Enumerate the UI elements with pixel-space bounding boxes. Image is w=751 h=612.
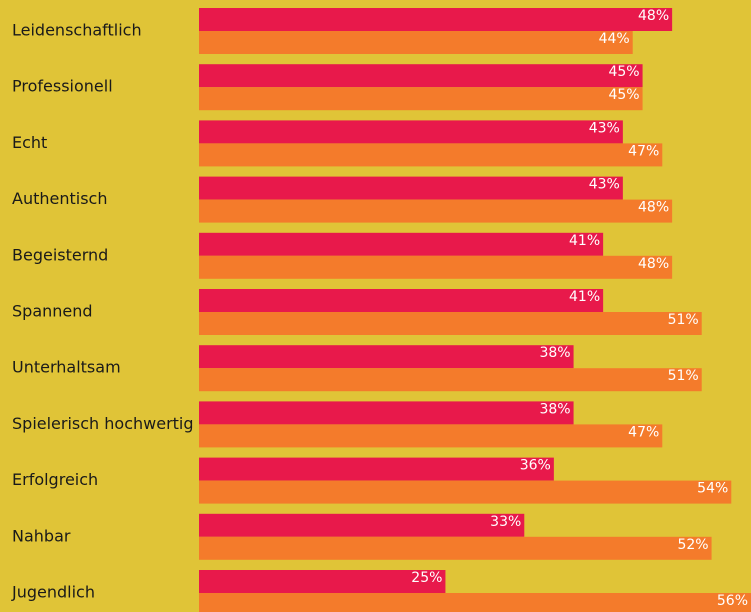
bar xyxy=(199,345,574,369)
category-label: Jugendlich xyxy=(11,583,95,602)
value-label: 48% xyxy=(638,200,669,216)
value-label: 48% xyxy=(638,8,669,24)
value-label: 51% xyxy=(668,368,699,384)
bar xyxy=(199,289,604,312)
bar xyxy=(199,120,623,144)
value-label: 51% xyxy=(668,312,699,328)
bar xyxy=(199,424,663,448)
bar xyxy=(199,199,673,223)
bar xyxy=(199,368,702,392)
value-label: 43% xyxy=(589,177,620,193)
bar xyxy=(199,536,712,560)
category-label: Spielerisch hochwertig xyxy=(12,414,194,433)
bar xyxy=(199,8,673,31)
value-label: 47% xyxy=(628,424,659,440)
category-label: Leidenschaftlich xyxy=(12,21,142,40)
value-label: 36% xyxy=(520,458,551,474)
value-label: 41% xyxy=(569,233,600,249)
value-label: 33% xyxy=(490,514,521,530)
category-label: Unterhaltsam xyxy=(12,358,121,377)
category-label: Professionell xyxy=(12,77,113,96)
category-label: Erfolgreich xyxy=(12,470,98,489)
value-label: 56% xyxy=(717,593,748,609)
bar xyxy=(199,570,446,593)
bar xyxy=(199,176,623,200)
value-label: 25% xyxy=(411,570,442,586)
bar xyxy=(199,255,673,279)
category-label: Nahbar xyxy=(12,526,71,545)
bar xyxy=(199,31,633,54)
value-label: 47% xyxy=(628,143,659,159)
bar xyxy=(199,513,525,537)
bar xyxy=(199,64,643,88)
category-label: Echt xyxy=(12,133,47,152)
bar xyxy=(199,480,732,504)
bar xyxy=(199,312,702,335)
bar xyxy=(199,232,604,256)
bar xyxy=(199,457,554,481)
bar xyxy=(199,87,643,111)
value-label: 38% xyxy=(539,401,570,417)
value-label: 54% xyxy=(697,481,728,497)
value-label: 45% xyxy=(608,64,639,80)
bar xyxy=(199,143,663,167)
bar xyxy=(199,593,751,612)
value-label: 41% xyxy=(569,289,600,305)
value-label: 43% xyxy=(589,120,620,136)
category-label: Authentisch xyxy=(12,189,107,208)
value-label: 45% xyxy=(608,87,639,103)
category-label: Spannend xyxy=(12,302,93,321)
value-label: 44% xyxy=(599,31,630,47)
bar xyxy=(199,401,574,425)
value-label: 48% xyxy=(638,256,669,272)
value-label: 52% xyxy=(677,537,708,553)
category-label: Begeisternd xyxy=(12,245,108,264)
value-label: 38% xyxy=(539,345,570,361)
